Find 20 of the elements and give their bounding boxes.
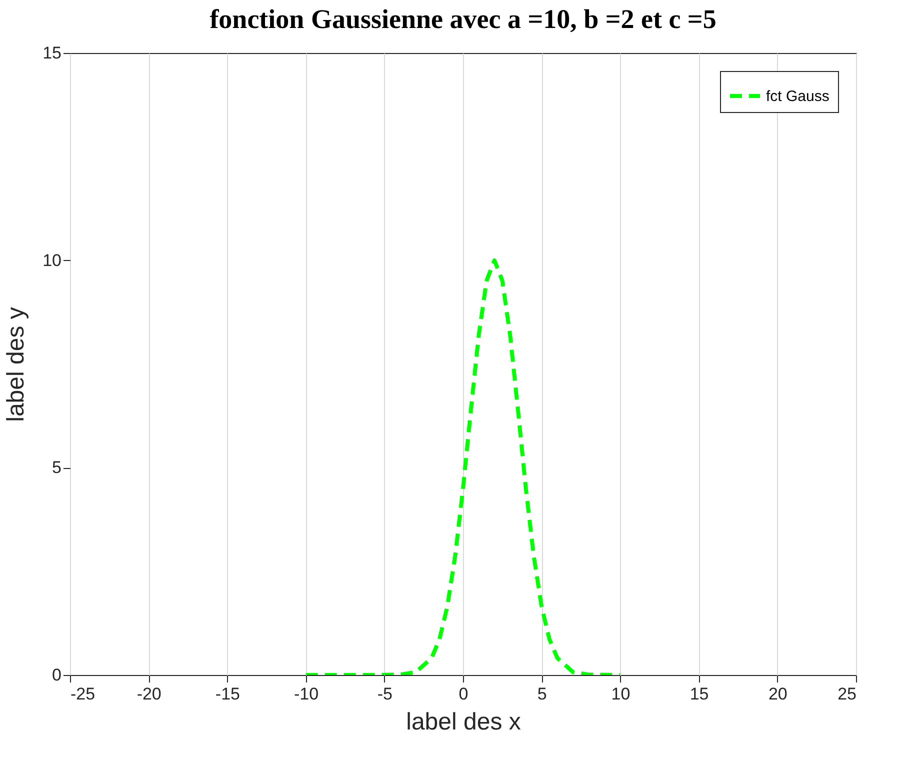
x-tick-label: 25 (838, 684, 856, 704)
x-tick-label: 15 (690, 684, 709, 704)
x-axis-title: label des x (406, 708, 521, 736)
y-axis-title: label des y (2, 307, 30, 422)
x-tick-label: -20 (136, 684, 162, 704)
y-tick-label: 5 (52, 458, 62, 478)
legend-label: fct Gauss (766, 88, 830, 105)
x-tick-label: 20 (768, 684, 788, 704)
x-tick-label: -25 (70, 684, 96, 704)
x-tick-label: 5 (537, 684, 547, 704)
chart-title: fonction Gaussienne avec a =10, b =2 et c =5 (210, 4, 716, 34)
x-tick-label: 0 (458, 684, 468, 704)
x-tick-label: -5 (377, 684, 392, 704)
y-tick-label: 15 (42, 44, 62, 62)
y-tick-label: 10 (42, 250, 62, 270)
x-tick-label: 10 (611, 684, 630, 704)
y-tick-label: 0 (52, 666, 62, 684)
line-series (304, 258, 622, 675)
x-tick-label: -15 (215, 684, 240, 704)
x-tick-label: -10 (294, 684, 319, 704)
